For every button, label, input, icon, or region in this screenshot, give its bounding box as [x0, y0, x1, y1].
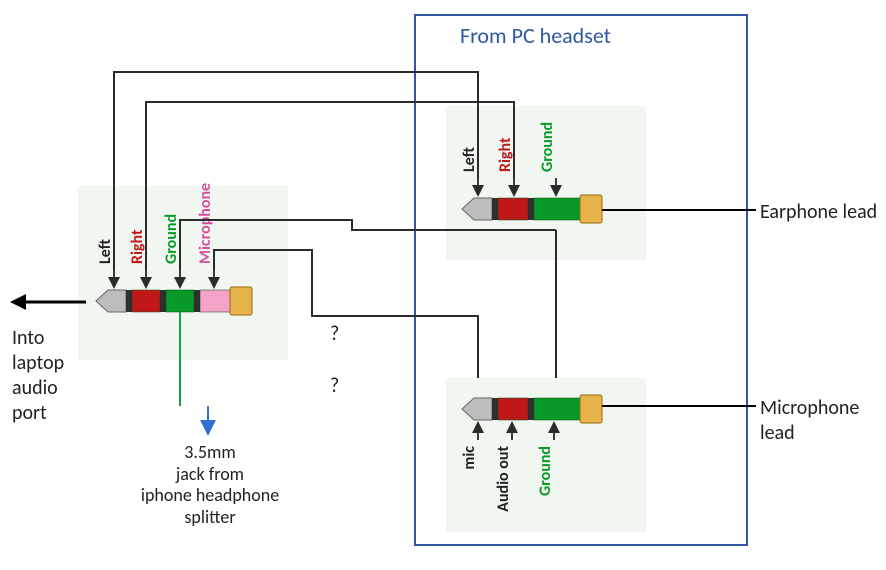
pin-label: Right: [128, 229, 147, 264]
pin-label: Right: [496, 137, 515, 172]
pin-label: Left: [96, 239, 115, 264]
earphone-lead-label: Earphone lead: [760, 200, 877, 225]
splitter-caption: 3.5mmjack fromiphone headphonesplitter: [120, 442, 300, 528]
pin-label: Microphone: [196, 183, 215, 264]
pin-label: Ground: [536, 446, 555, 496]
pin-label: Audio out: [494, 446, 513, 512]
microphone-lead-label: Microphone lead: [760, 396, 886, 446]
pin-label: Left: [460, 147, 479, 172]
into-laptop-label: Intolaptopaudioport: [12, 326, 64, 426]
pin-label: mic: [460, 446, 479, 470]
pin-label: Ground: [538, 122, 557, 172]
question-mark-1: ?: [330, 322, 339, 347]
question-mark-2: ?: [330, 374, 339, 399]
pin-label: Ground: [162, 214, 181, 264]
